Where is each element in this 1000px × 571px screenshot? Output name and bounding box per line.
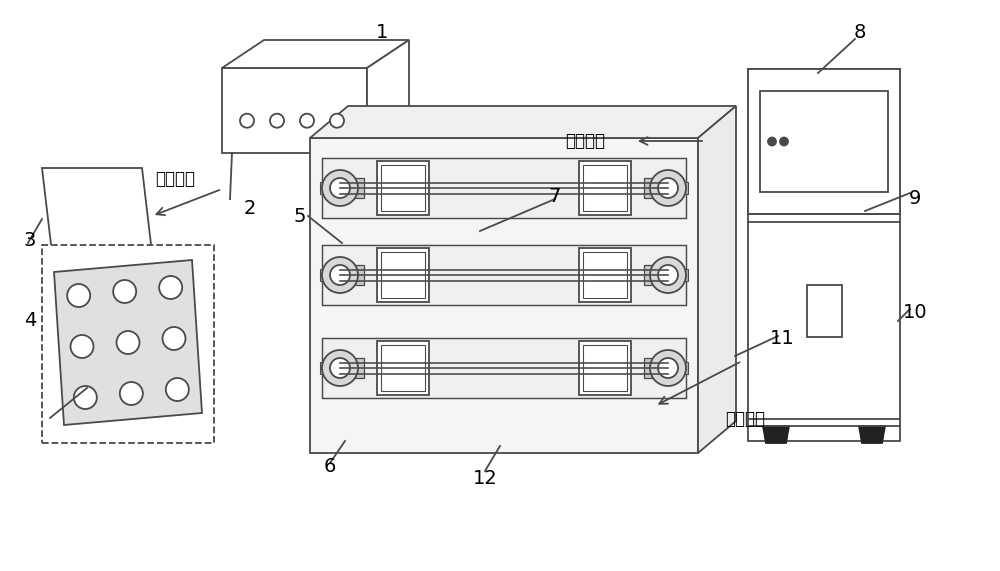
Bar (680, 362, 688, 374)
Bar (322, 245, 686, 305)
Circle shape (300, 114, 314, 128)
Bar (583, 165, 627, 211)
Polygon shape (54, 260, 202, 425)
Text: 6: 6 (324, 456, 336, 476)
Circle shape (650, 170, 686, 206)
Bar (644, 265, 656, 285)
Bar (377, 248, 429, 302)
Text: 11: 11 (770, 329, 794, 348)
Circle shape (650, 350, 686, 386)
Circle shape (120, 382, 143, 405)
Circle shape (658, 265, 678, 285)
Bar (748, 69, 900, 214)
Circle shape (322, 350, 358, 386)
Bar (381, 345, 425, 391)
Text: 4: 4 (24, 312, 36, 331)
Circle shape (67, 284, 90, 307)
Circle shape (162, 327, 186, 350)
Polygon shape (698, 106, 736, 453)
Bar (748, 69, 900, 441)
Circle shape (658, 358, 678, 378)
Bar (579, 248, 631, 302)
Bar (320, 269, 328, 281)
Text: 12: 12 (473, 469, 497, 489)
Bar (579, 161, 631, 215)
Text: 7: 7 (549, 187, 561, 206)
Bar (377, 341, 429, 395)
Text: 2: 2 (244, 199, 256, 219)
Text: 5: 5 (294, 207, 306, 226)
Bar (381, 252, 425, 298)
Text: 8: 8 (854, 23, 866, 42)
Circle shape (330, 114, 344, 128)
Circle shape (330, 178, 350, 198)
Circle shape (270, 114, 284, 128)
Circle shape (330, 358, 350, 378)
Circle shape (113, 280, 136, 303)
Bar (381, 165, 425, 211)
Bar (644, 358, 656, 378)
Polygon shape (763, 426, 789, 443)
Circle shape (768, 138, 776, 146)
Bar (680, 269, 688, 281)
Text: 电流输出: 电流输出 (565, 132, 605, 150)
Bar (644, 178, 656, 198)
Bar (320, 362, 328, 374)
Text: 9: 9 (909, 190, 921, 208)
Polygon shape (310, 106, 736, 138)
Circle shape (658, 178, 678, 198)
Circle shape (116, 331, 140, 354)
Bar (352, 178, 364, 198)
Bar (322, 158, 686, 218)
Circle shape (650, 257, 686, 293)
Circle shape (74, 386, 97, 409)
Text: 数据传输: 数据传输 (155, 170, 195, 188)
Text: 10: 10 (903, 304, 927, 323)
Bar (583, 345, 627, 391)
Polygon shape (222, 40, 409, 68)
Bar (322, 338, 686, 398)
Text: 3: 3 (24, 231, 36, 251)
Polygon shape (859, 426, 885, 443)
Circle shape (322, 257, 358, 293)
Bar (310, 138, 698, 453)
Bar (579, 341, 631, 395)
Circle shape (330, 265, 350, 285)
Circle shape (70, 335, 94, 358)
Circle shape (780, 138, 788, 146)
Bar (680, 182, 688, 194)
Polygon shape (367, 40, 409, 153)
Bar (352, 265, 364, 285)
Bar (320, 182, 328, 194)
Circle shape (322, 170, 358, 206)
Bar (222, 68, 367, 153)
Circle shape (159, 276, 182, 299)
Bar (760, 91, 888, 192)
Bar (42, 245, 214, 443)
Bar (377, 161, 429, 215)
Text: 1: 1 (376, 23, 388, 42)
Circle shape (240, 114, 254, 128)
Bar (583, 252, 627, 298)
Bar (807, 285, 842, 337)
Polygon shape (42, 168, 152, 253)
Bar (352, 358, 364, 378)
Text: 参数控制: 参数控制 (725, 410, 765, 428)
Circle shape (166, 378, 189, 401)
